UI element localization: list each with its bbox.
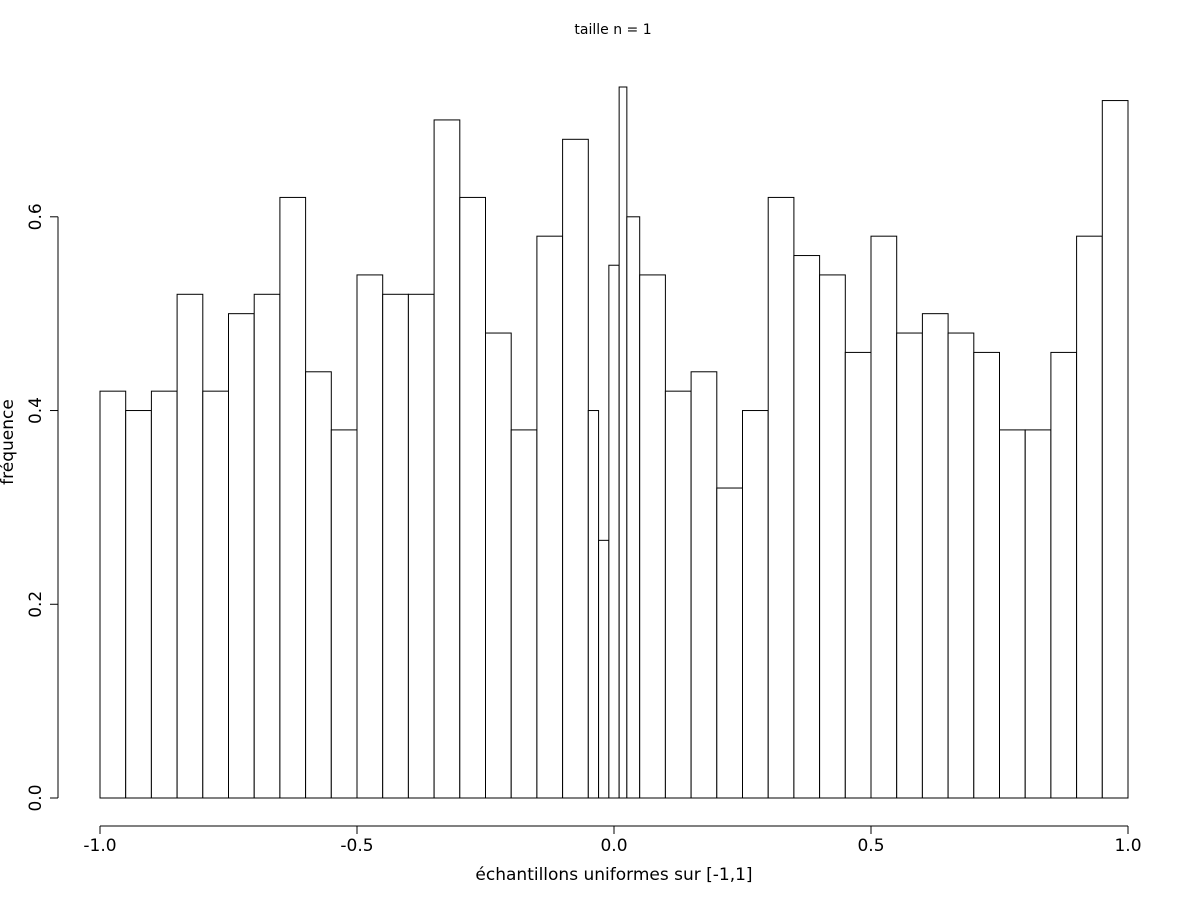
bar xyxy=(382,293,409,799)
x-axis-label: échantillons uniformes sur [-1,1] xyxy=(475,865,752,885)
bar xyxy=(1024,429,1052,799)
bar xyxy=(356,274,384,799)
bar xyxy=(536,235,564,799)
bar xyxy=(330,429,358,799)
bar xyxy=(176,293,204,799)
bar xyxy=(510,429,538,799)
bar xyxy=(202,390,230,799)
bar xyxy=(99,390,127,799)
x-tick-label: 1.0 xyxy=(1114,836,1141,856)
bar xyxy=(973,351,1000,799)
bar xyxy=(228,313,255,799)
bar xyxy=(1076,235,1103,799)
bar xyxy=(921,313,949,799)
bar xyxy=(150,390,178,799)
x-tick-label: 0.0 xyxy=(600,836,627,856)
bar xyxy=(407,293,435,799)
bar xyxy=(433,119,461,799)
bar xyxy=(626,216,641,799)
bar xyxy=(793,255,821,799)
bar xyxy=(947,332,975,799)
y-tick-label: 0.4 xyxy=(26,397,46,424)
bar xyxy=(562,138,589,799)
bar xyxy=(639,274,666,799)
bar xyxy=(587,410,600,799)
bar xyxy=(896,332,923,799)
bar xyxy=(767,196,795,799)
bar xyxy=(999,429,1026,799)
y-tick-label: 0.6 xyxy=(26,203,46,230)
bar xyxy=(742,410,769,799)
bar xyxy=(870,235,898,799)
x-tick-label: -0.5 xyxy=(340,836,373,856)
y-axis-label: fréquence xyxy=(0,399,18,485)
bar xyxy=(1050,351,1078,799)
bar xyxy=(598,539,610,799)
x-tick-label: -1.0 xyxy=(83,836,116,856)
bar xyxy=(305,371,332,799)
bar xyxy=(253,293,281,799)
bar xyxy=(690,371,718,799)
y-tick-label: 0.0 xyxy=(26,784,46,811)
bar xyxy=(1101,100,1129,799)
bar xyxy=(716,487,743,799)
bar xyxy=(844,351,872,799)
bar xyxy=(608,264,620,799)
bar xyxy=(618,86,628,799)
x-tick-label: 0.5 xyxy=(857,836,884,856)
bar xyxy=(279,196,307,799)
chart-title: taille n = 1 xyxy=(574,22,651,38)
bar xyxy=(485,332,512,799)
bar xyxy=(664,390,692,799)
bar xyxy=(819,274,846,799)
bar xyxy=(125,410,152,799)
bar xyxy=(459,196,486,799)
y-tick-label: 0.2 xyxy=(26,591,46,618)
